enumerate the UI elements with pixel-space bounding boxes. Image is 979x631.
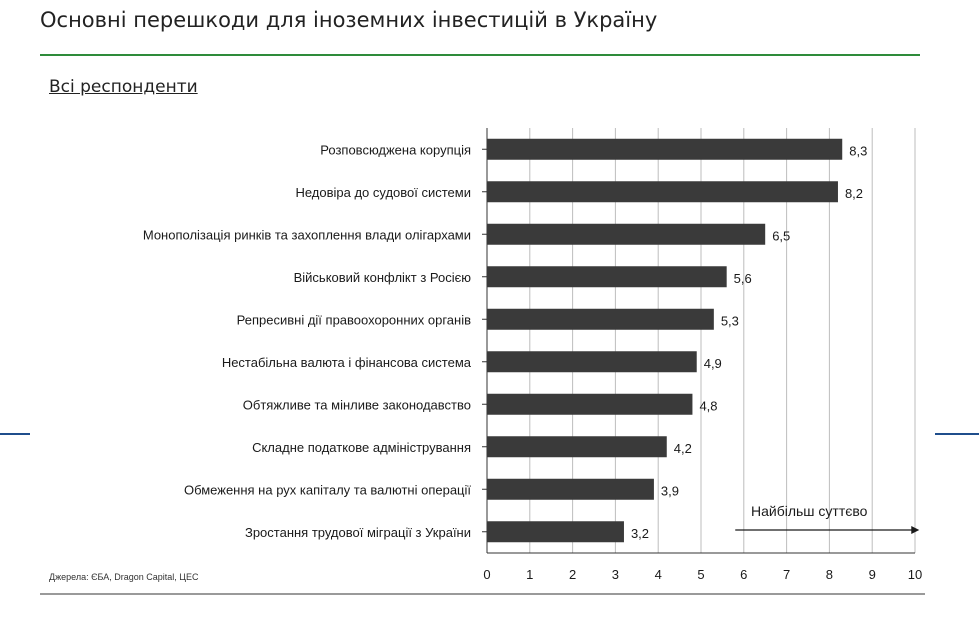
x-tick-label: 9 bbox=[869, 567, 876, 582]
x-tick-label: 4 bbox=[655, 567, 662, 582]
bar bbox=[487, 393, 693, 415]
category-label: Обмеження на рух капіталу та валютні опе… bbox=[184, 482, 471, 497]
title-divider bbox=[40, 54, 920, 56]
data-label: 4,2 bbox=[674, 441, 692, 456]
bar bbox=[487, 138, 843, 160]
bar bbox=[487, 351, 697, 373]
category-label: Складне податкове адміністрування bbox=[252, 440, 471, 455]
bottom-divider bbox=[40, 593, 925, 595]
annotation-arrow-head bbox=[911, 526, 920, 534]
data-label: 8,3 bbox=[849, 143, 867, 158]
x-tick-label: 2 bbox=[569, 567, 576, 582]
right-edge-line bbox=[935, 433, 979, 435]
bar bbox=[487, 308, 714, 330]
x-tick-label: 7 bbox=[783, 567, 790, 582]
page-title: Основні перешкоди для іноземних інвестиц… bbox=[40, 8, 658, 32]
x-tick-label: 5 bbox=[697, 567, 704, 582]
category-label: Розповсюджена корупція bbox=[320, 142, 471, 157]
category-label: Недовіра до судової системи bbox=[295, 185, 471, 200]
x-tick-label: 0 bbox=[483, 567, 490, 582]
source-note: Джерела: ЄБА, Dragon Capital, ЦЕС bbox=[49, 572, 199, 582]
data-label: 6,5 bbox=[772, 228, 790, 243]
x-tick-label: 10 bbox=[908, 567, 922, 582]
category-label: Обтяжливе та мінливе законодавство bbox=[243, 397, 471, 412]
bar bbox=[487, 521, 624, 543]
bar bbox=[487, 266, 727, 288]
data-label: 3,2 bbox=[631, 526, 649, 541]
data-label: 4,8 bbox=[699, 398, 717, 413]
data-label: 5,6 bbox=[734, 271, 752, 286]
annotation-label: Найбільш суттєво bbox=[751, 503, 868, 519]
x-tick-label: 3 bbox=[612, 567, 619, 582]
bar bbox=[487, 478, 654, 500]
category-label: Нестабільна валюта і фінансова система bbox=[222, 355, 472, 370]
data-label: 8,2 bbox=[845, 186, 863, 201]
category-label: Монополізація ринків та захоплення влади… bbox=[143, 227, 471, 242]
chart-subtitle: Всі респонденти bbox=[49, 77, 198, 97]
bar bbox=[487, 181, 838, 203]
x-tick-label: 8 bbox=[826, 567, 833, 582]
category-label: Військовий конфлікт з Росією bbox=[294, 270, 472, 285]
x-tick-label: 1 bbox=[526, 567, 533, 582]
data-label: 4,9 bbox=[704, 356, 722, 371]
x-tick-label: 6 bbox=[740, 567, 747, 582]
data-label: 3,9 bbox=[661, 483, 679, 498]
data-label: 5,3 bbox=[721, 313, 739, 328]
category-label: Зростання трудової міграції з України bbox=[245, 525, 471, 540]
bar bbox=[487, 223, 766, 245]
category-label: Репресивні дії правоохоронних органів bbox=[237, 312, 471, 327]
bar bbox=[487, 436, 667, 458]
left-edge-line bbox=[0, 433, 30, 435]
